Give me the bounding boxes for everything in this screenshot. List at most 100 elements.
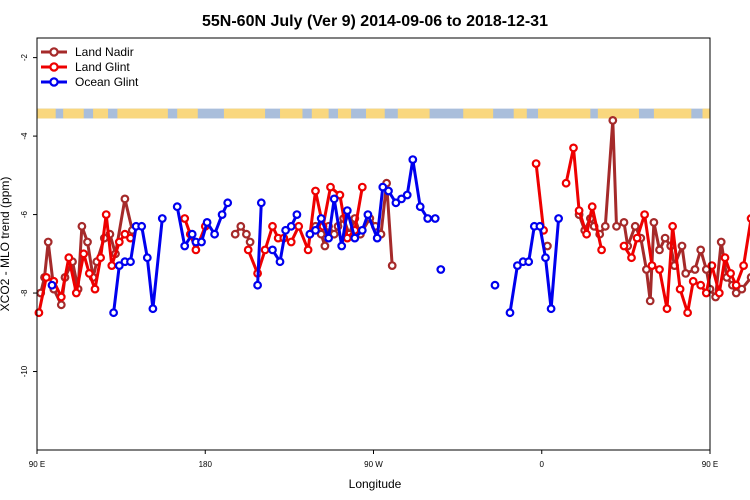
- point-ocean-glint-54: [541, 253, 550, 263]
- x-tick-label-2: 90 W: [364, 460, 383, 469]
- legend-item-land-glint: Land Glint: [41, 60, 130, 74]
- point-land-glint-1: [41, 273, 51, 282]
- y-axis-label: XCO2 - MLO trend (ppm): [0, 177, 12, 312]
- point-land-nadir-50: [642, 265, 651, 274]
- point-land-nadir-69: [746, 273, 750, 282]
- point-ocean-glint-6: [137, 221, 147, 231]
- point-land-glint-60: [731, 280, 741, 290]
- point-ocean-glint-4: [126, 257, 135, 267]
- point-land-nadir-2: [43, 237, 53, 247]
- point-land-glint-6: [79, 249, 89, 259]
- point-land-glint-44: [627, 253, 636, 263]
- point-land-glint-57: [714, 288, 724, 298]
- point-land-glint-25: [286, 237, 296, 247]
- strip-land-3: [117, 108, 168, 119]
- strip-land-5: [223, 108, 266, 119]
- point-land-nadir-17: [230, 229, 240, 239]
- point-land-nadir-58: [681, 269, 691, 278]
- point-ocean-glint-47: [490, 280, 500, 290]
- point-land-nadir-19: [241, 229, 251, 239]
- point-ocean-glint-53: [535, 221, 545, 231]
- x-tick-label-1: 180: [199, 460, 213, 469]
- x-axis-label: Longitude: [349, 477, 402, 491]
- point-land-nadir-57: [677, 241, 687, 251]
- legend-swatch-marker: [49, 77, 59, 87]
- point-land-glint-7: [84, 269, 94, 278]
- point-land-glint-38: [569, 143, 578, 153]
- point-ocean-glint-28: [316, 214, 326, 223]
- point-ocean-glint-42: [408, 155, 418, 165]
- series-layer: [34, 115, 750, 318]
- point-ocean-glint-9: [157, 214, 167, 223]
- point-ocean-glint-10: [172, 202, 182, 212]
- point-land-glint-17: [191, 245, 201, 255]
- strip-land-9: [366, 108, 385, 119]
- point-land-nadir-18: [236, 221, 246, 231]
- point-land-glint-37: [561, 178, 571, 188]
- point-land-glint-47: [647, 261, 657, 271]
- point-ocean-glint-46: [436, 265, 446, 274]
- strip-land-11: [463, 108, 494, 119]
- x-tick-label-4: 90 E: [702, 460, 718, 469]
- point-ocean-glint-12: [187, 229, 197, 239]
- strip-land-2: [93, 108, 109, 119]
- series-line-land-nadir-4: [577, 118, 750, 303]
- point-ocean-glint-30: [329, 194, 339, 204]
- point-land-glint-13: [120, 229, 130, 239]
- point-land-glint-31: [335, 190, 345, 200]
- x-tick-label-3: 0: [540, 460, 545, 469]
- point-land-glint-43: [619, 241, 629, 251]
- point-ocean-glint-31: [337, 241, 347, 251]
- series-line-ocean-glint-3: [256, 202, 263, 286]
- point-land-nadir-24: [320, 241, 330, 251]
- point-ocean-glint-36: [372, 233, 382, 243]
- point-land-nadir-52: [649, 217, 659, 227]
- point-land-glint-42: [597, 245, 606, 255]
- strip-land-12: [513, 108, 527, 119]
- point-land-glint-8: [90, 284, 100, 294]
- legend-item-land-nadir: Land Nadir: [41, 45, 134, 59]
- point-ocean-glint-21: [268, 245, 277, 255]
- point-land-glint-40: [582, 229, 591, 239]
- series-line-land-glint-2: [246, 185, 364, 275]
- point-land-glint-51: [675, 284, 685, 294]
- point-ocean-glint-0: [47, 280, 57, 290]
- point-ocean-glint-33: [350, 233, 360, 243]
- point-land-nadir-44: [608, 115, 618, 125]
- strip-land-13: [538, 108, 591, 119]
- point-land-nadir-48: [630, 221, 640, 231]
- point-ocean-glint-22: [275, 257, 285, 267]
- chart-title: 55N-60N July (Ver 9) 2014-09-06 to 2018-…: [202, 13, 548, 30]
- point-land-glint-61: [739, 261, 748, 271]
- point-land-glint-3: [56, 292, 66, 302]
- point-ocean-glint-35: [363, 210, 373, 220]
- point-land-glint-46: [640, 210, 649, 220]
- point-land-glint-41: [587, 202, 597, 212]
- y-tick-label-0: -2: [20, 54, 29, 62]
- point-land-glint-5: [71, 288, 81, 298]
- point-land-nadir-15: [120, 194, 130, 204]
- point-land-glint-39: [574, 206, 584, 216]
- point-land-glint-9: [96, 253, 105, 263]
- y-tick-label-4: -10: [20, 365, 29, 377]
- point-land-nadir-45: [612, 221, 621, 231]
- point-land-glint-10: [101, 210, 111, 220]
- legend-label: Ocean Glint: [75, 75, 139, 89]
- point-ocean-glint-43: [415, 202, 425, 212]
- strip-land-15: [653, 108, 692, 119]
- point-ocean-glint-55: [546, 304, 556, 314]
- point-land-nadir-43: [600, 221, 610, 231]
- point-land-nadir-64: [716, 237, 726, 247]
- y-tick-label-1: -4: [20, 132, 29, 140]
- point-ocean-glint-24: [286, 221, 296, 231]
- point-ocean-glint-45: [430, 214, 440, 223]
- point-ocean-glint-37: [378, 182, 388, 192]
- point-land-nadir-4: [56, 300, 66, 310]
- x-tick-label-0: 90 E: [29, 460, 45, 469]
- point-ocean-glint-44: [423, 214, 433, 223]
- strip-land-7: [311, 108, 329, 119]
- strip-land-8: [337, 108, 352, 119]
- point-land-glint-34: [357, 182, 367, 192]
- point-land-glint-32: [342, 233, 352, 243]
